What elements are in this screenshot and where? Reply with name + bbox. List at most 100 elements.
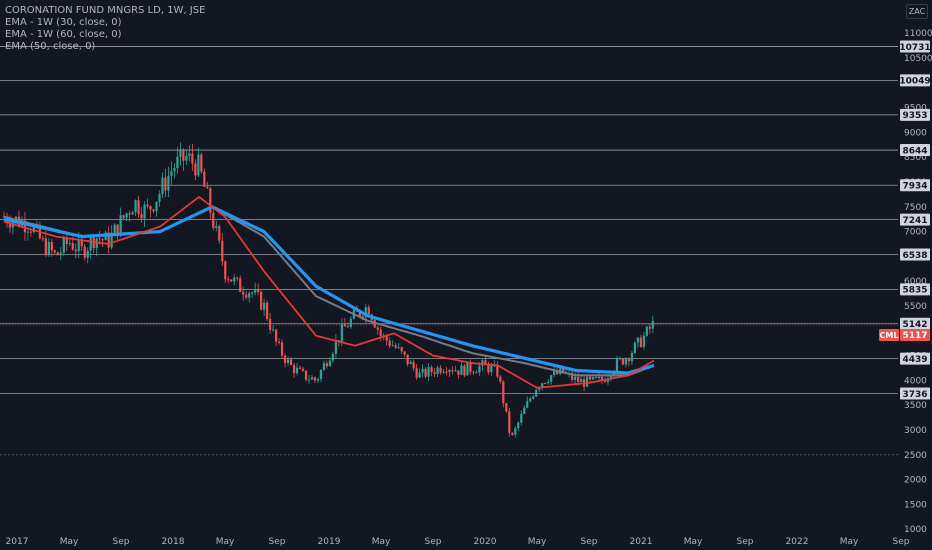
candle-body	[576, 376, 580, 383]
candle-body	[74, 249, 77, 252]
candle-body	[128, 213, 131, 215]
ema30-legend[interactable]: EMA - 1W (30, close, 0)	[5, 17, 122, 28]
candle-body	[639, 337, 642, 348]
level-value: 9353	[902, 111, 927, 121]
candle-body	[185, 156, 188, 161]
x-tick-label: May	[528, 537, 547, 547]
candle-body	[478, 365, 481, 373]
x-tick-label: 2020	[474, 537, 497, 547]
level-tag	[900, 352, 930, 365]
candle-body	[53, 250, 56, 253]
candle-body	[152, 209, 155, 212]
candle-body	[618, 358, 622, 360]
candle-body	[651, 320, 654, 329]
level-tag	[900, 213, 930, 226]
candle-body	[600, 376, 604, 381]
candle-body	[514, 428, 517, 435]
candle-body	[280, 342, 284, 356]
candle-body	[648, 326, 651, 329]
candle-body	[310, 377, 314, 380]
y-tick-label: 6000	[904, 277, 927, 287]
currency-badge[interactable]: ZAC	[906, 4, 928, 19]
level-value: 10049	[899, 77, 930, 87]
candle-body	[167, 175, 170, 191]
candle-body	[526, 400, 529, 408]
y-tick-label: 2000	[904, 476, 927, 486]
y-tick-label: 1000	[904, 525, 927, 535]
x-tick-label: 2019	[318, 537, 341, 547]
candle-body	[245, 294, 248, 298]
candle-body	[340, 323, 343, 342]
candle-body	[122, 215, 125, 218]
candle-body	[206, 186, 209, 189]
candle-body	[221, 240, 224, 262]
candle-body	[119, 215, 122, 236]
candle-body	[645, 326, 648, 336]
candle-body	[400, 347, 403, 352]
candle-body	[272, 329, 275, 331]
level-value: 4439	[902, 355, 927, 365]
level-value: 3736	[902, 390, 927, 400]
candle-body	[218, 226, 221, 241]
candle-body	[579, 378, 583, 383]
candle-body	[331, 353, 334, 361]
candle-body	[251, 292, 254, 294]
y-tick-label: 9000	[904, 128, 927, 138]
candle-body	[439, 367, 442, 373]
candle-body	[155, 201, 158, 212]
candle-body	[295, 367, 299, 374]
candle-body	[427, 367, 430, 377]
candle-body	[179, 149, 182, 157]
candle-body	[26, 231, 30, 233]
candle-body	[490, 365, 493, 373]
candle-body	[116, 224, 119, 236]
candle-body	[487, 363, 490, 373]
candle-body	[143, 204, 146, 219]
candle-body	[71, 243, 74, 250]
y-tick-label: 9500	[904, 104, 927, 114]
candle-body	[56, 252, 59, 256]
candle-body	[621, 358, 625, 365]
candle-body	[188, 153, 191, 157]
x-tick-label: Sep	[581, 537, 598, 547]
candle-body	[571, 372, 574, 380]
x-tick-label: 2017	[6, 537, 29, 547]
candle-body	[532, 396, 535, 399]
candle-body	[322, 363, 326, 371]
candle-body	[343, 323, 346, 327]
candle-body	[215, 226, 218, 228]
candle-body	[83, 246, 86, 258]
x-tick-label: Sep	[737, 537, 754, 547]
candle-body	[556, 370, 559, 375]
x-tick-label: May	[684, 537, 703, 547]
candle-body	[227, 279, 230, 281]
candle-body	[191, 153, 194, 164]
candle-body	[642, 335, 645, 348]
level-value: 7934	[902, 182, 927, 192]
candle-body	[47, 241, 50, 256]
candle-body	[274, 329, 278, 342]
candle-body	[406, 354, 409, 365]
last-price-tag	[900, 328, 930, 341]
candle-body	[80, 239, 83, 247]
level-tag	[900, 40, 930, 53]
candle-body	[421, 368, 424, 373]
ema50-legend[interactable]: EMA (50, close, 0)	[5, 41, 96, 52]
candle-body	[203, 171, 206, 187]
level-value: 7241	[902, 216, 927, 226]
ema60-legend[interactable]: EMA - 1W (60, close, 0)	[5, 29, 122, 40]
level-value: 10731	[899, 43, 930, 53]
level-tag	[900, 317, 930, 330]
candle-body	[307, 379, 311, 381]
candle-body	[364, 307, 367, 318]
symbol-title[interactable]: CORONATION FUND MNGRS LD, 1W, JSE	[5, 5, 206, 16]
candle-body	[448, 370, 451, 373]
candle-body	[212, 212, 215, 228]
candle-body	[469, 362, 472, 372]
candle-body	[597, 376, 601, 378]
ema30-line	[3, 196, 655, 389]
candle-body	[391, 345, 394, 347]
candle-body	[624, 358, 628, 365]
